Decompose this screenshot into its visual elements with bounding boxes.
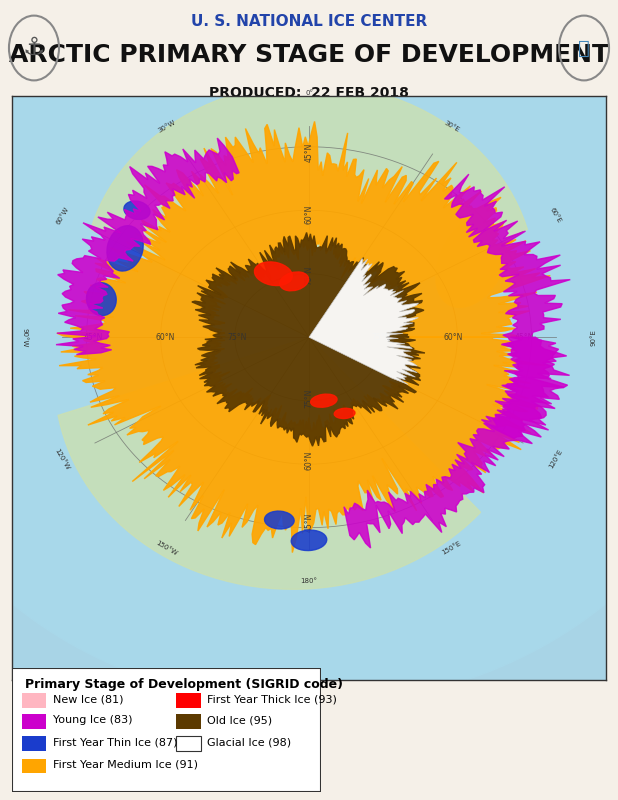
FancyBboxPatch shape: [176, 736, 201, 751]
Text: PRODUCED:  22 FEB 2018: PRODUCED: 22 FEB 2018: [209, 86, 409, 100]
Text: Young Ice (83): Young Ice (83): [53, 715, 132, 725]
Text: 30°E: 30°E: [442, 119, 460, 133]
Text: ARCTIC PRIMARY STAGE OF DEVELOPMENT: ARCTIC PRIMARY STAGE OF DEVELOPMENT: [9, 43, 609, 67]
Ellipse shape: [291, 530, 327, 550]
Text: 60°N: 60°N: [156, 333, 175, 342]
Text: 180°: 180°: [300, 578, 318, 584]
Text: 90°W: 90°W: [21, 327, 27, 347]
FancyBboxPatch shape: [22, 693, 46, 708]
Text: 60°N: 60°N: [443, 333, 462, 342]
Ellipse shape: [265, 511, 294, 529]
Text: Old Ice (95): Old Ice (95): [207, 715, 272, 725]
Polygon shape: [91, 83, 527, 338]
Polygon shape: [0, 0, 618, 706]
FancyBboxPatch shape: [22, 714, 46, 729]
Text: 30°W: 30°W: [157, 118, 177, 134]
FancyBboxPatch shape: [22, 736, 46, 751]
Text: 75°N: 75°N: [305, 266, 313, 286]
Text: U. S. NATIONAL ICE CENTER: U. S. NATIONAL ICE CENTER: [191, 14, 427, 30]
Ellipse shape: [311, 394, 337, 407]
Polygon shape: [444, 174, 570, 438]
Text: 60°W: 60°W: [55, 206, 70, 226]
Text: 60°E: 60°E: [549, 206, 562, 224]
Text: 120°E: 120°E: [548, 448, 564, 470]
Text: 150°W: 150°W: [155, 540, 179, 557]
Polygon shape: [57, 122, 550, 553]
Text: 120°W: 120°W: [54, 447, 71, 471]
FancyBboxPatch shape: [22, 758, 46, 774]
Text: 45°N: 45°N: [83, 333, 103, 342]
Ellipse shape: [280, 272, 308, 290]
Ellipse shape: [107, 226, 143, 271]
Text: New Ice (81): New Ice (81): [53, 694, 123, 704]
Text: 🌊: 🌊: [578, 38, 590, 58]
Text: 150°E: 150°E: [441, 541, 462, 556]
Ellipse shape: [87, 282, 116, 316]
Polygon shape: [309, 258, 418, 385]
Polygon shape: [56, 138, 239, 354]
Text: 60°N: 60°N: [305, 204, 313, 224]
Polygon shape: [58, 338, 481, 590]
Polygon shape: [344, 338, 570, 548]
Ellipse shape: [124, 201, 150, 219]
Polygon shape: [192, 233, 425, 446]
Text: ⚓: ⚓: [23, 36, 45, 60]
Text: First Year Thick Ice (93): First Year Thick Ice (93): [207, 694, 337, 704]
Text: 45°N: 45°N: [515, 333, 535, 342]
Text: 0°: 0°: [305, 90, 313, 97]
Text: 45°N: 45°N: [305, 143, 313, 162]
Text: First Year Thin Ice (87): First Year Thin Ice (87): [53, 738, 177, 747]
Text: 45°N: 45°N: [305, 512, 313, 532]
FancyBboxPatch shape: [176, 714, 201, 729]
Text: Primary Stage of Development (SIGRID code): Primary Stage of Development (SIGRID cod…: [25, 678, 343, 691]
Ellipse shape: [436, 214, 509, 307]
Text: 75°N: 75°N: [305, 389, 313, 409]
Text: 75°N: 75°N: [227, 333, 247, 342]
Text: 75°N: 75°N: [371, 333, 391, 342]
Text: First Year Medium Ice (91): First Year Medium Ice (91): [53, 760, 198, 770]
Ellipse shape: [334, 408, 355, 418]
Text: 90°E: 90°E: [591, 329, 597, 346]
FancyBboxPatch shape: [12, 668, 321, 792]
Text: 60°N: 60°N: [305, 450, 313, 470]
Text: Glacial Ice (98): Glacial Ice (98): [207, 738, 291, 747]
Ellipse shape: [255, 262, 292, 286]
FancyBboxPatch shape: [176, 693, 201, 708]
